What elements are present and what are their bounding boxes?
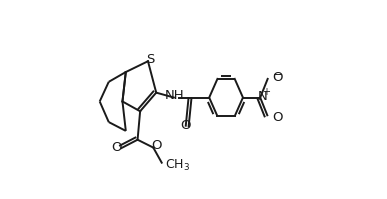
Text: S: S	[146, 53, 154, 66]
Text: +: +	[262, 87, 270, 97]
Text: O: O	[272, 111, 283, 124]
Text: NH: NH	[165, 90, 185, 102]
Text: CH$_3$: CH$_3$	[164, 157, 190, 173]
Text: O: O	[272, 71, 283, 84]
Text: −: −	[273, 70, 282, 80]
Text: O: O	[112, 141, 122, 154]
Text: O: O	[180, 119, 191, 133]
Text: N: N	[257, 90, 267, 103]
Text: O: O	[152, 139, 162, 152]
